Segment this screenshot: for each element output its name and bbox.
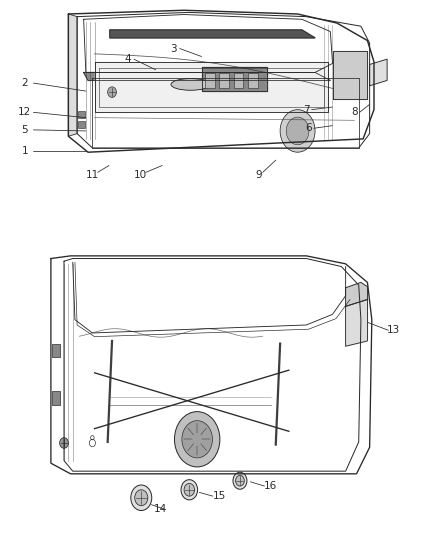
Text: 12: 12 (18, 107, 32, 117)
Circle shape (60, 438, 68, 448)
Bar (78, 111, 85, 118)
Polygon shape (201, 67, 267, 91)
Text: 2: 2 (21, 78, 28, 88)
Bar (78, 122, 85, 128)
Polygon shape (346, 282, 367, 306)
Text: 7: 7 (303, 104, 310, 115)
Circle shape (184, 483, 194, 496)
Text: 16: 16 (264, 481, 277, 491)
Polygon shape (68, 14, 77, 136)
Polygon shape (110, 30, 315, 38)
Circle shape (135, 490, 148, 506)
Circle shape (286, 117, 309, 145)
Polygon shape (370, 59, 387, 86)
Circle shape (280, 110, 315, 152)
Text: 1: 1 (21, 146, 28, 156)
Text: 3: 3 (170, 44, 177, 53)
Bar (219, 73, 229, 88)
Circle shape (131, 485, 152, 511)
Bar (205, 73, 215, 88)
Circle shape (181, 480, 198, 500)
Circle shape (108, 87, 117, 98)
Text: 14: 14 (153, 504, 167, 514)
Bar (248, 73, 258, 88)
Circle shape (233, 472, 247, 489)
Bar (52, 344, 60, 357)
Bar (234, 73, 244, 88)
Bar (52, 391, 60, 405)
Polygon shape (95, 62, 328, 112)
Polygon shape (346, 300, 367, 346)
Text: 4: 4 (124, 54, 131, 64)
Text: 9: 9 (255, 170, 261, 180)
Text: 10: 10 (134, 170, 147, 180)
Text: 15: 15 (212, 491, 226, 501)
Polygon shape (332, 51, 367, 99)
Circle shape (182, 421, 212, 458)
Text: 13: 13 (387, 325, 400, 335)
Text: 8: 8 (351, 107, 358, 117)
Text: 11: 11 (86, 170, 99, 180)
Ellipse shape (171, 78, 210, 90)
Polygon shape (84, 72, 330, 80)
Text: 6: 6 (305, 123, 312, 133)
Text: 5: 5 (21, 125, 28, 135)
Circle shape (236, 475, 244, 486)
Circle shape (174, 411, 220, 467)
